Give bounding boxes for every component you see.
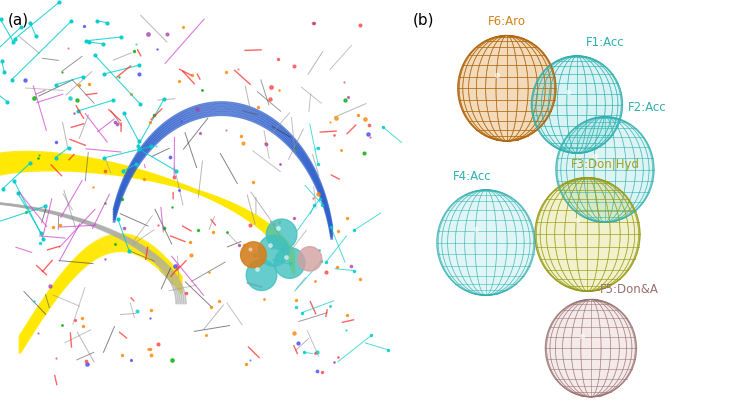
Text: F1:Acc: F1:Acc	[586, 36, 624, 49]
Circle shape	[259, 236, 289, 266]
Text: F6:Aro: F6:Aro	[488, 15, 526, 28]
Text: F5:Don&A: F5:Don&A	[600, 283, 659, 296]
Ellipse shape	[437, 190, 535, 296]
Circle shape	[298, 247, 322, 271]
Ellipse shape	[545, 300, 636, 397]
Circle shape	[241, 242, 266, 268]
Ellipse shape	[535, 178, 640, 292]
Text: F4:Acc: F4:Acc	[452, 169, 491, 182]
Text: (a): (a)	[8, 12, 29, 27]
Circle shape	[246, 260, 277, 291]
Ellipse shape	[531, 57, 622, 154]
Ellipse shape	[556, 117, 654, 223]
Text: F3:Don|Hyd: F3:Don|Hyd	[571, 157, 639, 170]
Circle shape	[274, 248, 305, 279]
Ellipse shape	[458, 36, 556, 142]
Circle shape	[266, 220, 297, 250]
Text: (b): (b)	[413, 12, 434, 27]
Text: F2:Acc: F2:Acc	[627, 100, 666, 113]
